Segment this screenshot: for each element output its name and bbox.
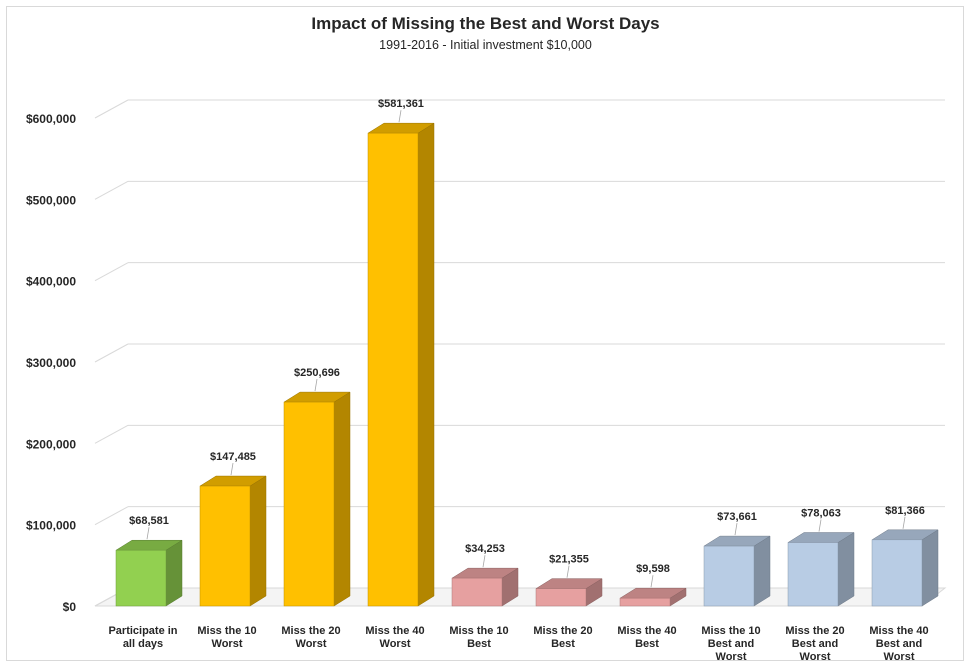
data-label: $147,485 [210, 451, 256, 463]
gridline-side [94, 506, 129, 526]
x-tick-label: all days [123, 638, 163, 650]
bar [115, 549, 167, 607]
x-tick-label: Worst [716, 651, 747, 663]
x-tick-label: Miss the 10 [197, 625, 256, 637]
bar [451, 577, 503, 607]
x-tick-label: Miss the 20 [785, 625, 844, 637]
x-tick-label: Best and [792, 638, 838, 650]
bar-side [165, 539, 183, 607]
data-label: $78,063 [801, 508, 841, 520]
x-tick-label: Worst [800, 651, 831, 663]
bar-side [249, 475, 267, 607]
x-tick-label: Worst [296, 638, 327, 650]
data-label: $34,253 [465, 543, 505, 555]
x-tick-label: Miss the 40 [365, 625, 424, 637]
x-tick-label: Worst [884, 651, 915, 663]
x-tick-label: Best [635, 638, 659, 650]
x-tick-label: Miss the 40 [617, 625, 676, 637]
x-tick-label: Participate in [108, 625, 177, 637]
bar-side [333, 391, 351, 607]
data-label-leader [566, 565, 570, 578]
gridline-side [94, 99, 129, 119]
chart-title: Impact of Missing the Best and Worst Day… [311, 14, 660, 33]
data-label-leader [650, 575, 654, 588]
data-label-leader [818, 519, 822, 532]
bar [367, 132, 419, 607]
y-tick-label: $300,000 [26, 356, 76, 370]
data-label-leader [902, 516, 906, 529]
x-tick-label: Worst [380, 638, 411, 650]
x-tick-label: Miss the 10 [449, 625, 508, 637]
data-label: $581,361 [378, 98, 424, 110]
bar [535, 588, 587, 607]
data-label: $21,355 [549, 554, 589, 566]
y-tick-label: $600,000 [26, 112, 76, 126]
x-tick-label: Best and [876, 638, 922, 650]
bar [619, 597, 671, 607]
y-tick-label: $100,000 [26, 519, 76, 533]
bar [199, 485, 251, 607]
y-tick-label: $400,000 [26, 275, 76, 289]
bar-side [921, 529, 939, 607]
bar-side [417, 122, 435, 607]
y-tick-label: $200,000 [26, 437, 76, 451]
x-tick-label: Miss the 20 [533, 625, 592, 637]
data-label: $9,598 [636, 563, 670, 575]
data-label: $250,696 [294, 367, 340, 379]
data-label: $68,581 [129, 515, 169, 527]
data-label: $81,366 [885, 505, 925, 517]
y-tick-label: $0 [63, 600, 77, 614]
x-tick-label: Best [467, 638, 491, 650]
gridline-side [94, 343, 129, 363]
x-tick-label: Miss the 10 [701, 625, 760, 637]
data-label-leader [314, 379, 318, 392]
chart-subtitle: 1991-2016 - Initial investment $10,000 [379, 38, 592, 52]
bar-side [837, 532, 855, 607]
data-label-leader [482, 555, 486, 568]
bar-side [753, 535, 771, 607]
x-tick-label: Best [551, 638, 575, 650]
data-label: $73,661 [717, 511, 757, 523]
data-label-leader [230, 462, 234, 476]
x-tick-label: Miss the 40 [869, 625, 928, 637]
gridline-side [94, 262, 129, 282]
x-tick-label: Worst [212, 638, 243, 650]
data-label-leader [146, 527, 150, 540]
y-tick-label: $500,000 [26, 193, 76, 207]
gridline-side [94, 424, 129, 444]
bar [283, 401, 335, 607]
x-tick-label: Miss the 20 [281, 625, 340, 637]
gridline-side [94, 180, 129, 200]
bar [787, 542, 839, 607]
bar [871, 539, 923, 607]
data-label-leader [398, 110, 402, 123]
data-label-leader [734, 523, 738, 536]
bar [703, 545, 755, 607]
x-tick-label: Best and [708, 638, 754, 650]
